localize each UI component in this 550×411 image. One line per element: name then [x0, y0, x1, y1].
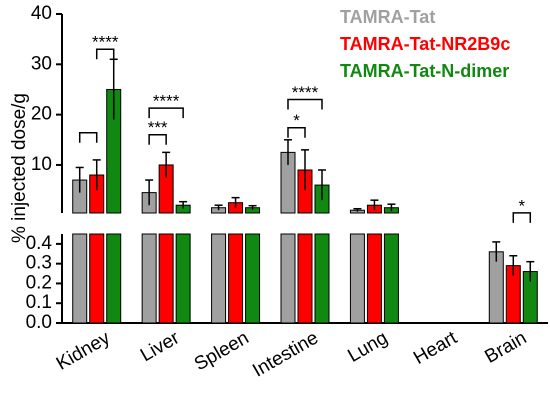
x-tick-label: Liver	[137, 327, 184, 366]
bar	[383, 233, 399, 324]
significance-label: *	[518, 196, 525, 215]
bar	[314, 233, 330, 324]
y-tick-label: 20	[31, 104, 52, 125]
bar	[175, 233, 191, 324]
bar	[349, 233, 365, 324]
x-tick-label: Kidney	[53, 327, 114, 374]
significance-bracket	[148, 107, 184, 119]
bar	[245, 233, 261, 324]
y-tick-label: 10	[31, 154, 52, 175]
y-axis-label: % injected dose/g	[9, 93, 30, 243]
x-tick-label: Brain	[481, 327, 530, 367]
significance-label: ***	[148, 118, 168, 137]
y-tick-label: 0.0	[26, 312, 52, 333]
bar	[106, 233, 122, 324]
y-tick-label: 30	[31, 53, 52, 74]
significance-label: ****	[92, 33, 119, 52]
significance-bracket	[148, 134, 167, 145]
bar	[72, 233, 88, 324]
legend-label: TAMRA-Tat-NR2B9c	[340, 34, 510, 54]
significance-label: *	[293, 111, 300, 130]
bar	[89, 233, 105, 324]
legend-label: TAMRA-Tat-N-dimer	[340, 61, 509, 81]
y-tick-label: 0.2	[26, 272, 52, 293]
bar	[297, 233, 313, 324]
bar	[228, 233, 244, 324]
significance-bracket	[95, 48, 115, 60]
significance-label: ****	[153, 92, 180, 111]
significance-bracket	[512, 212, 532, 223]
y-tick-label: 0.1	[26, 292, 52, 313]
x-tick-label: Heart	[410, 327, 461, 369]
y-tick-label: 0.3	[26, 253, 52, 274]
bar	[158, 233, 174, 324]
bar	[488, 251, 504, 324]
significance-bracket	[287, 98, 323, 110]
y-tick-label: 0.4	[26, 233, 53, 254]
bar	[280, 233, 296, 324]
x-tick-label: Lung	[344, 327, 391, 366]
y-tick-label: 40	[31, 3, 52, 24]
significance-bracket	[287, 126, 306, 138]
legend-label: TAMRA-Tat	[340, 7, 435, 27]
bar	[141, 233, 157, 324]
bar	[211, 233, 227, 324]
bar	[366, 233, 382, 324]
significance-label: ****	[292, 83, 319, 102]
x-tick-label: Intestine	[249, 327, 322, 381]
significance-bracket	[78, 131, 98, 143]
x-tick-label: Spleen	[191, 327, 253, 375]
